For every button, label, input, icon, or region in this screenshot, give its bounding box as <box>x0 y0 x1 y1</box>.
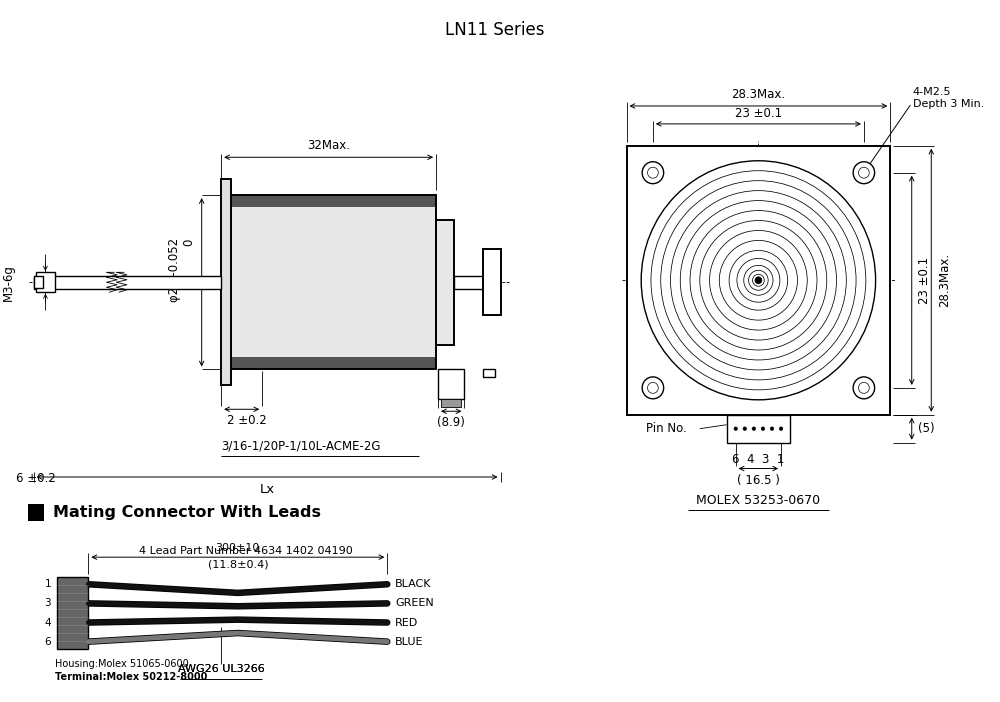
Text: RED: RED <box>395 618 418 628</box>
Bar <box>57 577 88 649</box>
Bar <box>727 415 790 443</box>
Text: LN11 Series: LN11 Series <box>445 21 544 39</box>
Text: 23 ±0.1: 23 ±0.1 <box>735 107 782 120</box>
Text: 28.3Max.: 28.3Max. <box>731 88 785 101</box>
Bar <box>28 505 44 522</box>
Text: M3-6g: M3-6g <box>2 264 15 300</box>
Text: 3/16-1/20P-1/10L-ACME-2G: 3/16-1/20P-1/10L-ACME-2G <box>221 439 381 452</box>
Circle shape <box>743 427 747 430</box>
Text: 3: 3 <box>45 598 51 609</box>
Bar <box>231 195 436 207</box>
Text: (8.9): (8.9) <box>437 416 465 429</box>
Text: 6  4  3  1: 6 4 3 1 <box>732 453 785 465</box>
Bar <box>231 195 436 369</box>
Text: 300±10: 300±10 <box>216 543 260 553</box>
Bar <box>36 272 55 292</box>
Bar <box>436 220 454 345</box>
Circle shape <box>642 161 664 184</box>
Bar <box>231 357 436 369</box>
Text: Mating Connector With Leads: Mating Connector With Leads <box>53 505 321 520</box>
Text: (11.8±0.4): (11.8±0.4) <box>208 559 268 569</box>
Circle shape <box>752 427 756 430</box>
Bar <box>34 277 43 289</box>
Text: MOLEX 53253-0670: MOLEX 53253-0670 <box>696 494 820 508</box>
Circle shape <box>648 383 658 393</box>
Text: GREEN: GREEN <box>395 598 434 609</box>
Bar <box>231 195 436 369</box>
Text: 1: 1 <box>45 579 51 589</box>
Text: (5): (5) <box>918 422 934 435</box>
Text: 6 ±0.2: 6 ±0.2 <box>16 472 56 486</box>
Circle shape <box>859 383 869 393</box>
Text: 23 ±0.1: 23 ±0.1 <box>918 257 931 304</box>
Text: 4: 4 <box>45 618 51 628</box>
Text: AWG26 UL3266: AWG26 UL3266 <box>178 664 265 674</box>
Text: 2 ±0.2: 2 ±0.2 <box>227 414 266 428</box>
Text: Housing:Molex 51065-0600: Housing:Molex 51065-0600 <box>55 658 189 669</box>
Circle shape <box>642 377 664 399</box>
Text: φ22 -0.052
    0: φ22 -0.052 0 <box>168 238 196 303</box>
Circle shape <box>755 277 762 284</box>
Bar <box>34 276 221 289</box>
Bar <box>627 146 890 415</box>
Bar <box>221 179 231 385</box>
Circle shape <box>779 427 783 430</box>
Circle shape <box>859 167 869 178</box>
Text: 4-M2.5
Depth 3 Min.: 4-M2.5 Depth 3 Min. <box>913 87 984 109</box>
Circle shape <box>770 427 774 430</box>
Text: ( 16.5 ): ( 16.5 ) <box>737 474 780 486</box>
Text: 32Max.: 32Max. <box>307 139 350 152</box>
Text: Lx: Lx <box>260 483 275 496</box>
Text: Pin No.: Pin No. <box>646 422 687 435</box>
Circle shape <box>648 167 658 178</box>
Bar <box>438 369 464 399</box>
Text: AWG26 UL3266: AWG26 UL3266 <box>178 664 265 674</box>
Text: 6: 6 <box>45 637 51 647</box>
Circle shape <box>734 427 737 430</box>
Text: 28.3Max.: 28.3Max. <box>938 253 951 307</box>
Bar <box>454 276 483 289</box>
Bar <box>483 369 495 378</box>
Bar <box>441 399 461 407</box>
Circle shape <box>853 161 875 184</box>
Text: Terminal:Molex 50212-8000: Terminal:Molex 50212-8000 <box>55 672 208 682</box>
Text: BLUE: BLUE <box>395 637 424 647</box>
Circle shape <box>761 427 765 430</box>
Text: BLACK: BLACK <box>395 579 432 589</box>
Circle shape <box>853 377 875 399</box>
Circle shape <box>641 161 876 400</box>
Bar <box>483 249 501 315</box>
Text: 4 Lead Part Number 4634 1402 04190: 4 Lead Part Number 4634 1402 04190 <box>139 546 353 556</box>
